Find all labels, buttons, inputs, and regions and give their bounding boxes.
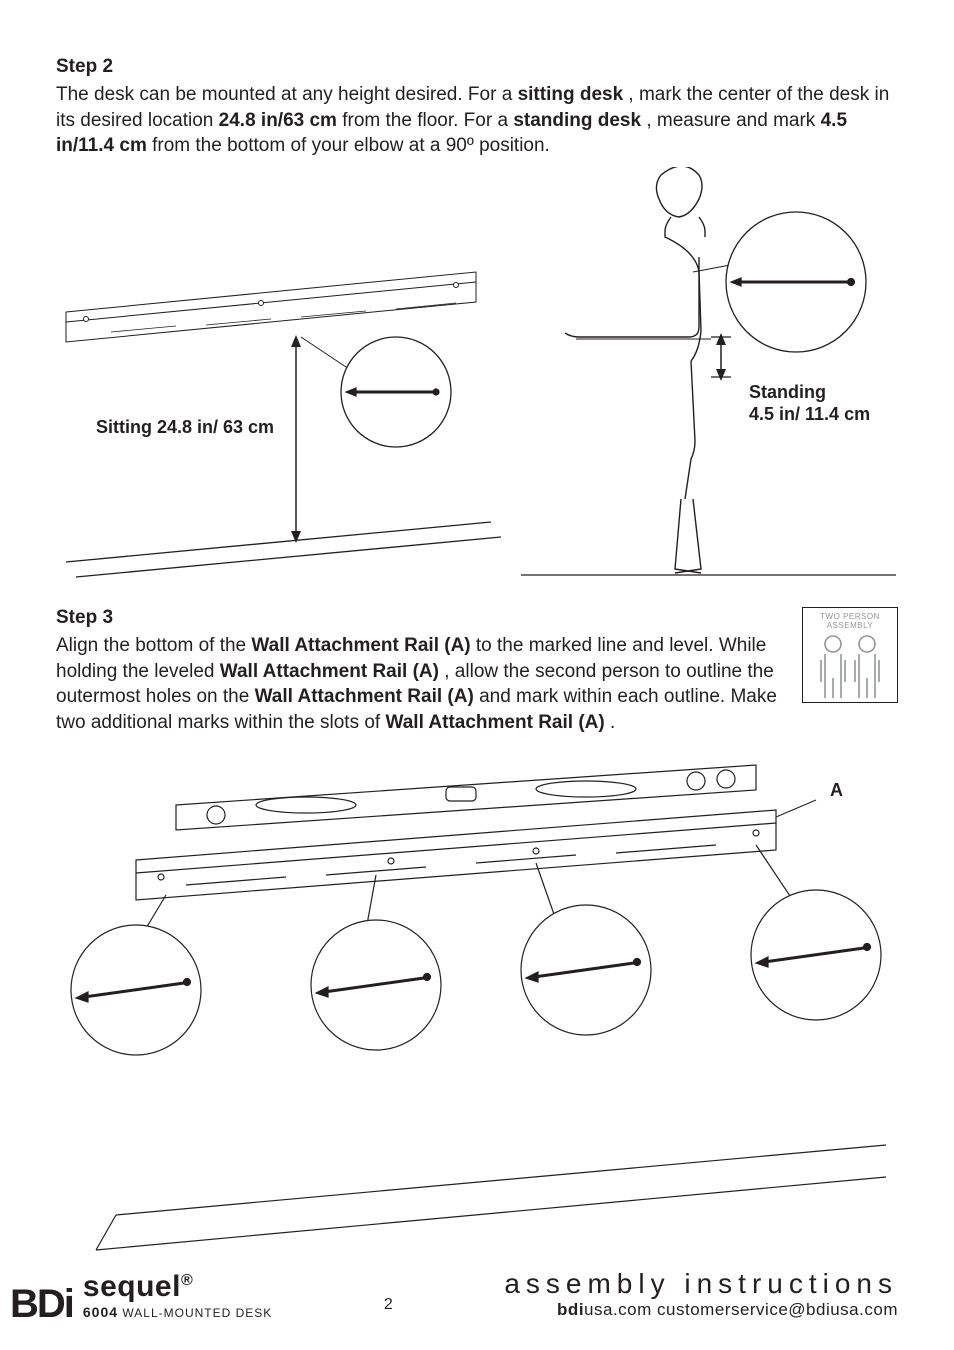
- product-name: sequel®: [83, 1270, 272, 1304]
- footer-right: assembly instructions bdiusa.com custome…: [504, 1268, 898, 1320]
- standing-diagram: Standing 4.5 in/ 11.4 cm: [521, 167, 896, 587]
- step3-section: Step 3 Align the bottom of the Wall Atta…: [56, 607, 898, 1266]
- text-bold: sitting desk: [518, 84, 624, 105]
- standing-label: Standing 4.5 in/ 11.4 cm: [749, 382, 870, 425]
- step3-title: Step 3: [56, 607, 790, 629]
- bdi-logo: BDi: [10, 1288, 73, 1320]
- page-number: 2: [384, 1296, 393, 1320]
- step3-diagram: A: [56, 745, 898, 1265]
- product-model: 6004 WALL-MOUNTED DESK: [83, 1304, 272, 1320]
- step2-diagrams: Sitting 24.8 in/ 63 cm: [56, 167, 898, 587]
- text: from the bottom of your elbow at a 90º p…: [152, 135, 550, 156]
- step3-body: Align the bottom of the Wall Attachment …: [56, 633, 790, 736]
- model-desc: WALL-MOUNTED DESK: [118, 1306, 272, 1320]
- text-bold: Wall Attachment Rail (A): [255, 686, 474, 707]
- step3-diagram-svg: [56, 745, 898, 1265]
- site-rest: usa.com: [584, 1300, 652, 1319]
- sitting-diagram: Sitting 24.8 in/ 63 cm: [56, 167, 501, 587]
- text-bold: Wall Attachment Rail (A): [386, 712, 605, 733]
- two-person-icon: TWO PERSON ASSEMBLY: [802, 607, 898, 703]
- two-person-figure-icon: [805, 630, 895, 702]
- text: from the floor. For a: [342, 110, 513, 131]
- page: Step 2 The desk can be mounted at any he…: [0, 0, 954, 1350]
- standing-diagram-svg: [521, 167, 896, 587]
- text: Align the bottom of the: [56, 635, 251, 656]
- product-name-text: sequel: [83, 1270, 181, 1303]
- step2-section: Step 2 The desk can be mounted at any he…: [56, 56, 898, 587]
- part-a-label: A: [830, 780, 843, 801]
- text-bold: 24.8 in/63 cm: [219, 110, 337, 131]
- registered-mark: ®: [181, 1272, 193, 1289]
- email: customerservice@bdiusa.com: [657, 1300, 898, 1319]
- site-bold: bdi: [557, 1300, 584, 1319]
- text: , measure and mark: [646, 110, 820, 131]
- text-bold: standing desk: [513, 110, 641, 131]
- text: .: [610, 712, 615, 733]
- step2-title: Step 2: [56, 56, 898, 78]
- text-bold: Wall Attachment Rail (A): [251, 635, 470, 656]
- page-footer: BDi sequel® 6004 WALL-MOUNTED DESK 2 ass…: [0, 1250, 954, 1320]
- two-person-label: TWO PERSON ASSEMBLY: [803, 612, 897, 630]
- text: The desk can be mounted at any height de…: [56, 84, 518, 105]
- product-block: sequel® 6004 WALL-MOUNTED DESK: [83, 1270, 272, 1320]
- standing-label-line1: Standing: [749, 382, 826, 402]
- sitting-label: Sitting 24.8 in/ 63 cm: [96, 417, 274, 438]
- assembly-instructions-label: assembly instructions: [504, 1268, 898, 1300]
- step2-body: The desk can be mounted at any height de…: [56, 82, 898, 159]
- sitting-diagram-svg: [56, 167, 501, 587]
- footer-left: BDi sequel® 6004 WALL-MOUNTED DESK: [10, 1270, 272, 1320]
- text-bold: Wall Attachment Rail (A): [220, 661, 439, 682]
- model-number: 6004: [83, 1304, 118, 1320]
- standing-label-line2: 4.5 in/ 11.4 cm: [749, 404, 870, 424]
- contact-line: bdiusa.com customerservice@bdiusa.com: [504, 1300, 898, 1320]
